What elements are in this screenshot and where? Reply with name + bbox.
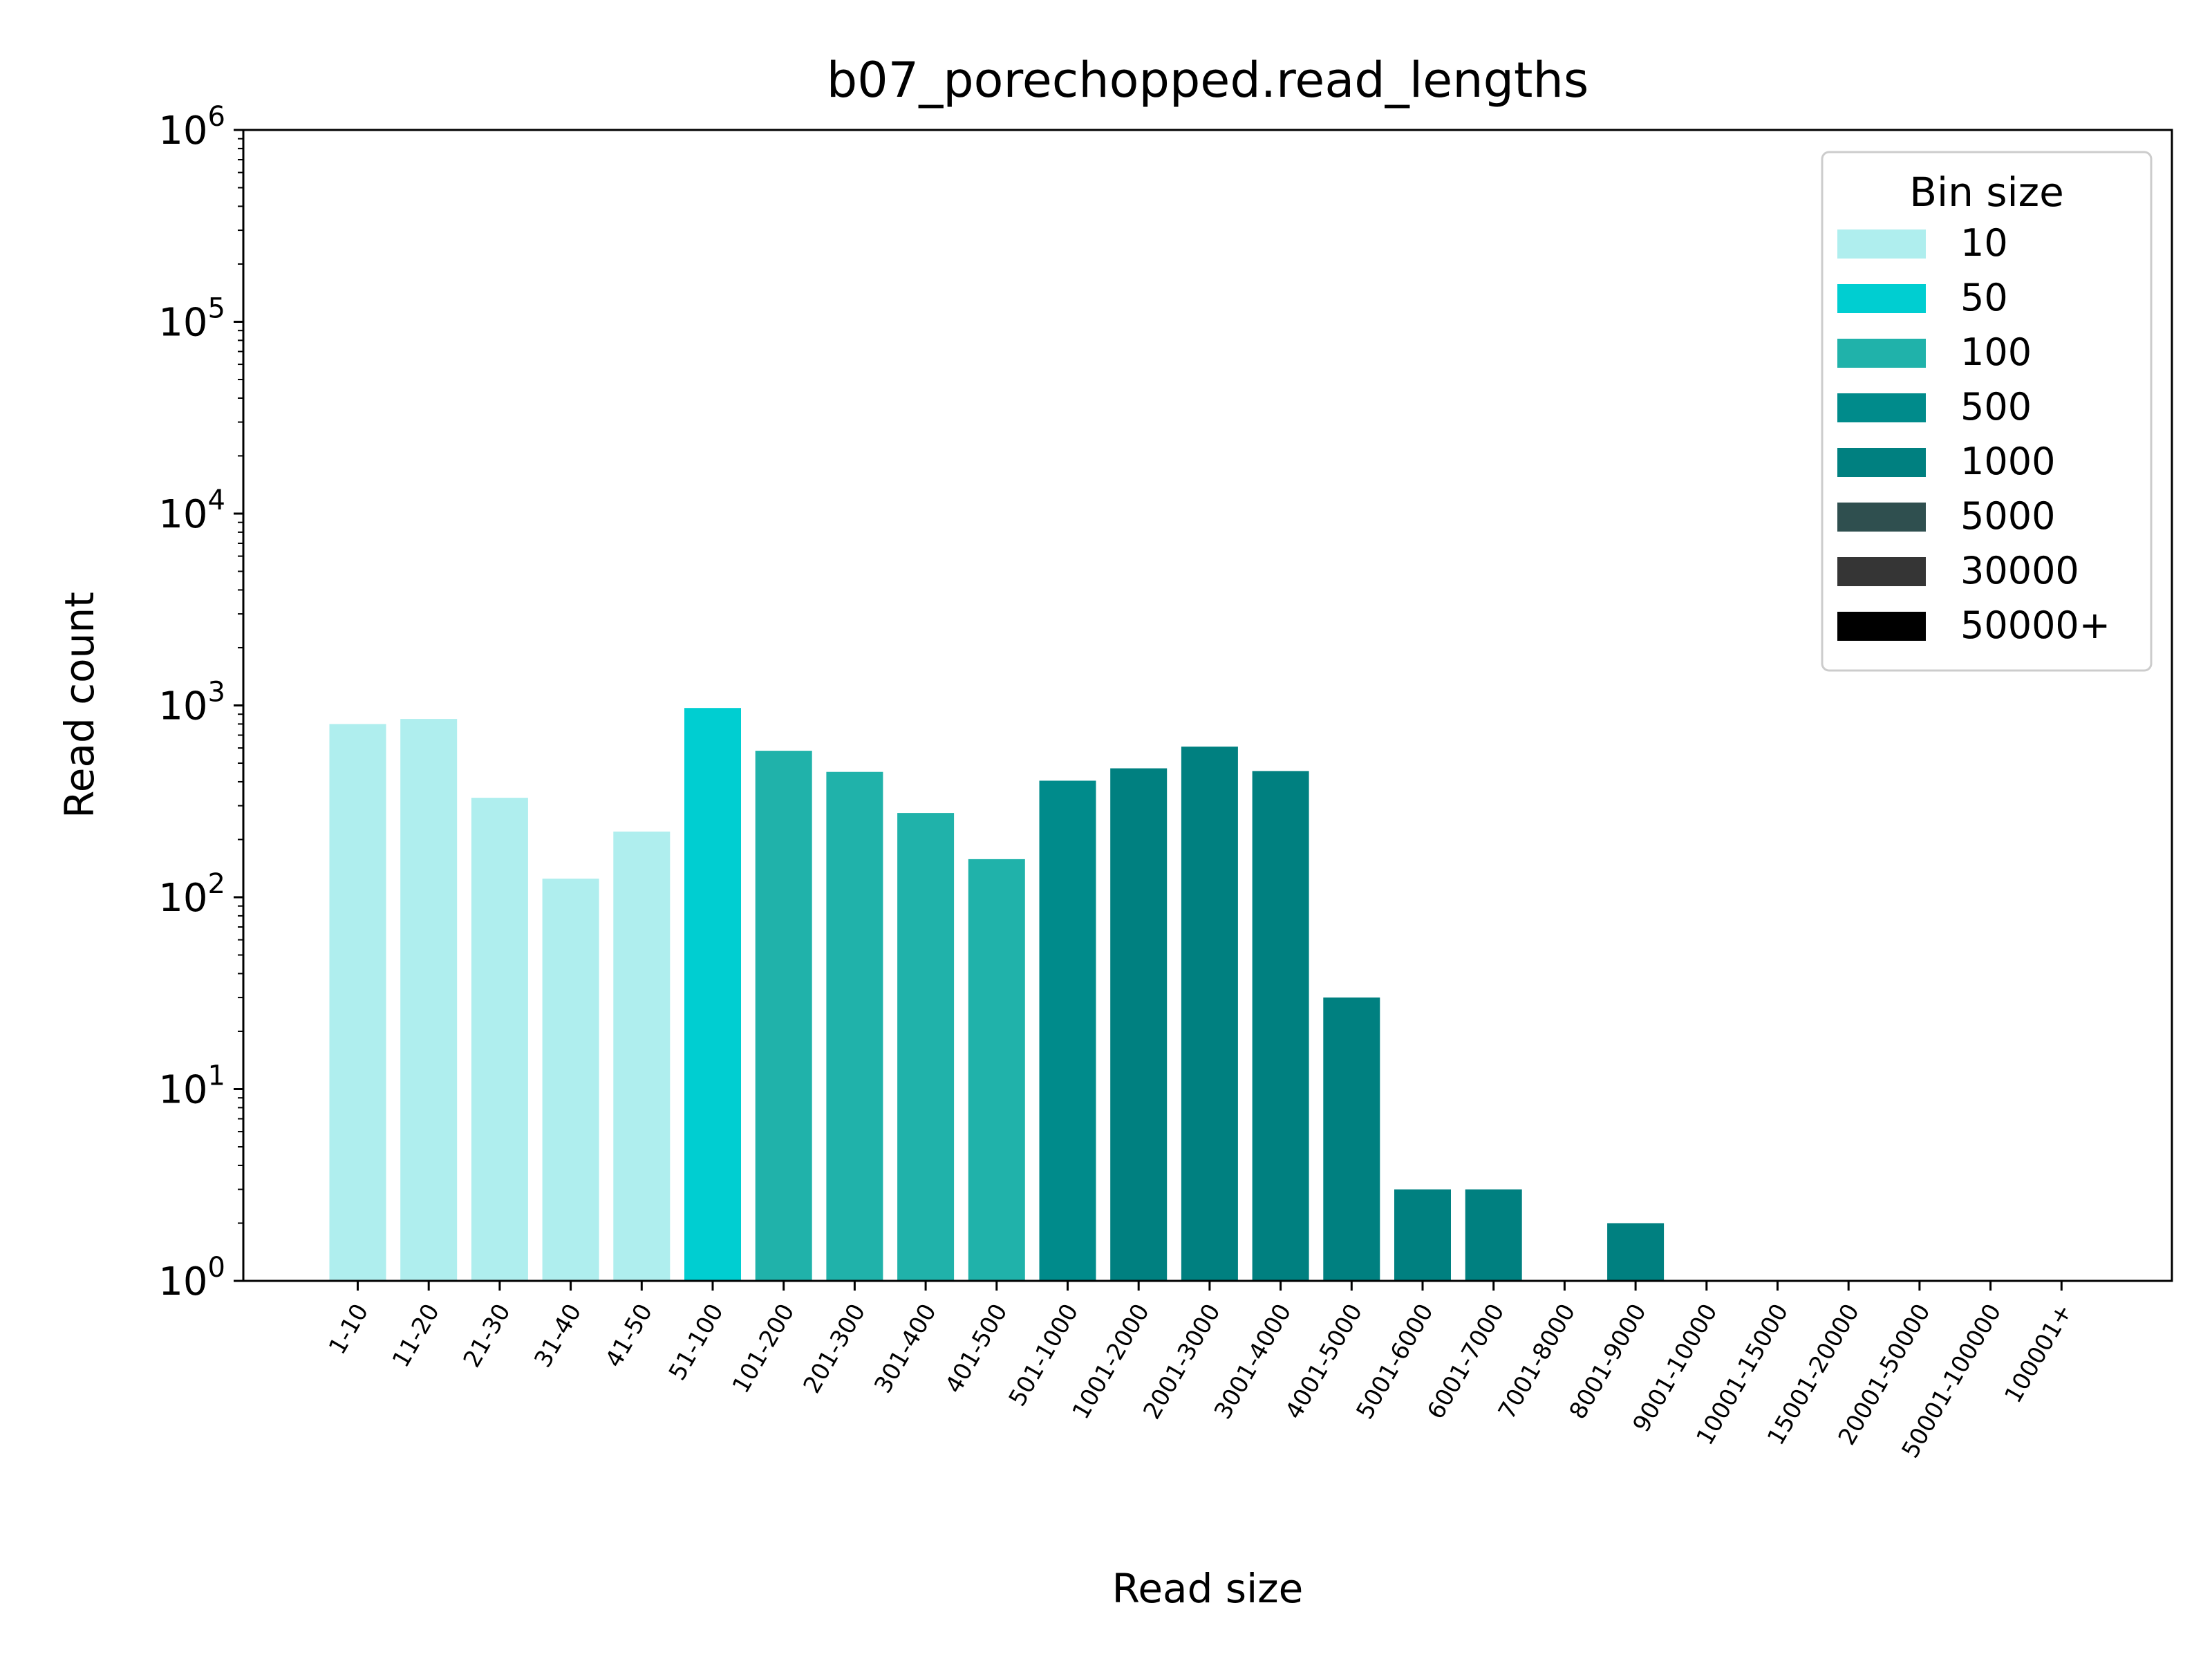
x-tick-label: 51-100 [664,1300,729,1385]
legend: Bin size 10 50 100 500 1000 5000 30000 50000+ [1821,151,2153,672]
bar-501-1000 [1039,780,1096,1281]
legend-swatch [1837,612,1926,641]
y-tick-base: 10 [158,684,207,729]
legend-swatch [1837,284,1926,313]
bar-1-10 [329,724,386,1281]
y-tick-base: 10 [158,109,207,153]
bar-2001-3000 [1181,747,1238,1281]
x-tick-label: 11-20 [387,1300,445,1373]
bar-5001-6000 [1394,1189,1451,1281]
y-tick-label: 106 [158,101,225,153]
x-axis-label: Read size [1112,1565,1304,1612]
y-tick-label: 100 [158,1252,225,1304]
y-tick-exponent: 2 [208,868,225,900]
legend-swatch [1837,557,1926,586]
x-tick-label: 41-50 [600,1300,658,1373]
bar-51-100 [684,708,741,1281]
legend-swatch [1837,393,1926,422]
legend-label: 50 [1960,276,2008,319]
bar-401-500 [968,859,1025,1281]
legend-swatch [1837,503,1926,532]
legend-label: 500 [1960,385,2032,429]
x-axis: 1-10 11-20 21-30 31-40 41-50 51-100101-200201… [324,1281,2078,1463]
bar-8001-9000 [1607,1223,1665,1281]
legend-label: 100 [1960,330,2032,374]
bar-6001-7000 [1465,1189,1522,1281]
bar-4001-5000 [1323,997,1380,1281]
y-tick-base: 10 [158,876,207,921]
legend-label: 50000+ [1960,603,2110,647]
legend-label: 5000 [1960,494,2055,538]
y-tick-label: 101 [158,1060,225,1113]
y-tick-exponent: 1 [208,1060,225,1092]
x-tick-label: 501-1000 [1004,1300,1084,1412]
legend-swatch [1837,229,1926,259]
x-tick-label: 101-200 [727,1300,800,1398]
y-tick-label: 103 [158,677,225,729]
y-tick-base: 10 [158,1068,207,1113]
y-tick-exponent: 0 [208,1252,225,1284]
bar-41-50 [613,832,671,1281]
y-tick-exponent: 5 [208,293,225,325]
y-tick-base: 10 [158,1259,207,1304]
y-tick-label: 104 [158,485,225,537]
bar-1001-2000 [1110,768,1168,1281]
bar-31-40 [542,879,599,1281]
bar-201-300 [826,771,883,1281]
x-tick-label: 1-10 [324,1300,374,1360]
legend-label: 30000 [1960,549,2079,592]
chart-title: b07_porechopped.read_lengths [827,52,1589,109]
bar-11-20 [400,719,458,1281]
x-tick-label: 301-400 [869,1300,942,1398]
x-tick-label: 401-500 [940,1300,1013,1398]
y-tick-base: 10 [158,492,207,537]
x-tick-label: 201-300 [798,1300,872,1398]
legend-label: 10 [1960,221,2008,265]
legend-swatch [1837,448,1926,477]
legend-title: Bin size [1909,169,2064,216]
x-tick-label: 21-30 [458,1300,516,1373]
y-tick-exponent: 6 [208,101,225,133]
bar-3001-4000 [1252,771,1309,1281]
y-tick-base: 10 [158,301,207,346]
x-tick-label: 31-40 [529,1300,587,1373]
bar-301-400 [897,813,955,1281]
bars-group [329,708,1665,1281]
legend-box [1821,151,2153,672]
y-tick-exponent: 4 [208,485,225,516]
y-tick-label: 102 [158,868,225,921]
x-tick-label: 100001+ [1999,1300,2078,1408]
bar-101-200 [755,751,812,1281]
y-axis-label: Read count [56,592,103,818]
bar-21-30 [471,798,528,1281]
y-tick-exponent: 3 [208,677,225,709]
y-tick-label: 105 [158,293,225,346]
legend-label: 1000 [1960,440,2055,483]
legend-swatch [1837,339,1926,368]
